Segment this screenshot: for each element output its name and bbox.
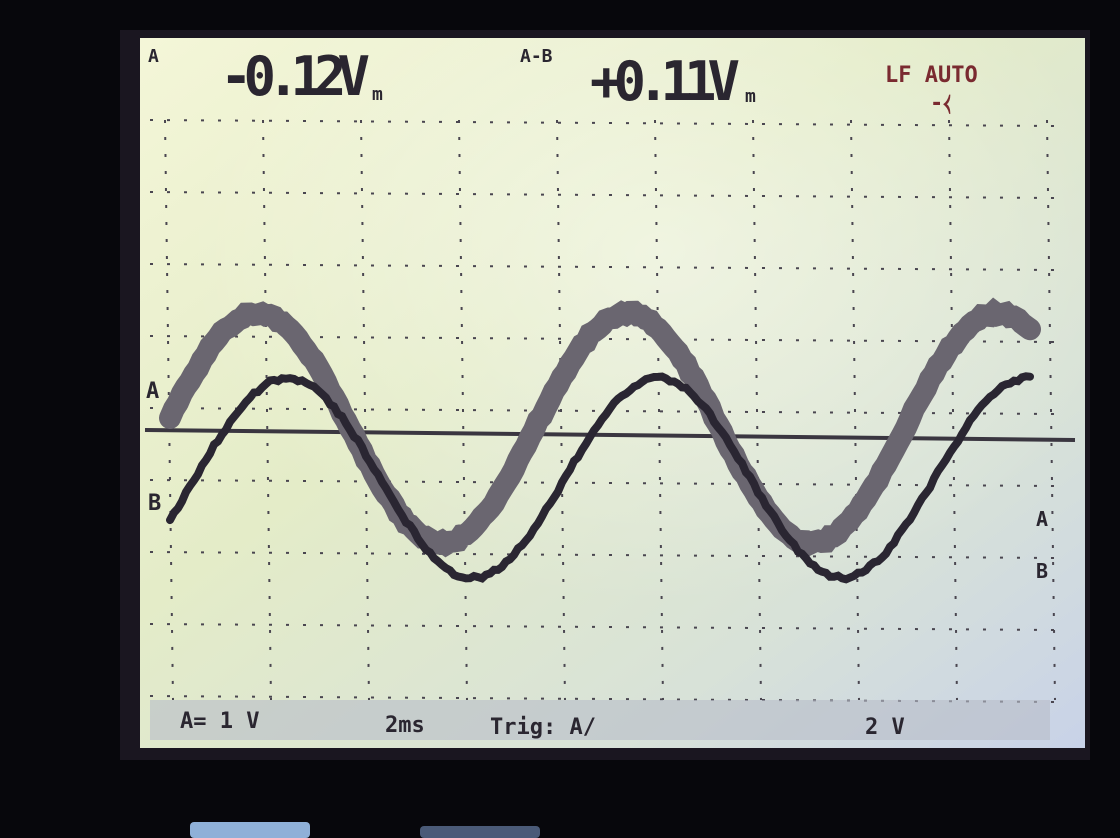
- reading-b: +0.11V: [590, 50, 740, 113]
- channel-label: A: [148, 46, 159, 67]
- trigger-icon: -⧼: [930, 91, 951, 116]
- scale: A= 1 V: [180, 709, 259, 734]
- right-b-marker: B: [1036, 559, 1048, 583]
- reading-b-unit: m: [745, 86, 756, 107]
- left-b-marker: B: [148, 491, 161, 516]
- ground-marker: A: [146, 379, 159, 404]
- timebase: 2ms: [385, 713, 425, 738]
- glare: [140, 38, 1085, 748]
- channel-b-label: A-B: [520, 46, 553, 67]
- footer-bar: [150, 700, 1050, 740]
- footer-right: 2 V: [865, 715, 905, 740]
- oscilloscope-photo: A -0.12V m A-B +0.11V m LF AUTO -⧼ A B A…: [0, 0, 1120, 838]
- button: [190, 822, 310, 838]
- trigger: Trig: A/: [490, 715, 596, 740]
- page: A -0.12V m A-B +0.11V m LF AUTO -⧼ A B A…: [0, 0, 1120, 838]
- reading-a-unit: m: [372, 84, 383, 105]
- right-a-marker: A: [1036, 507, 1048, 531]
- button: [420, 826, 540, 838]
- mode: LF AUTO: [885, 63, 978, 88]
- reading-a: -0.12V: [220, 45, 370, 108]
